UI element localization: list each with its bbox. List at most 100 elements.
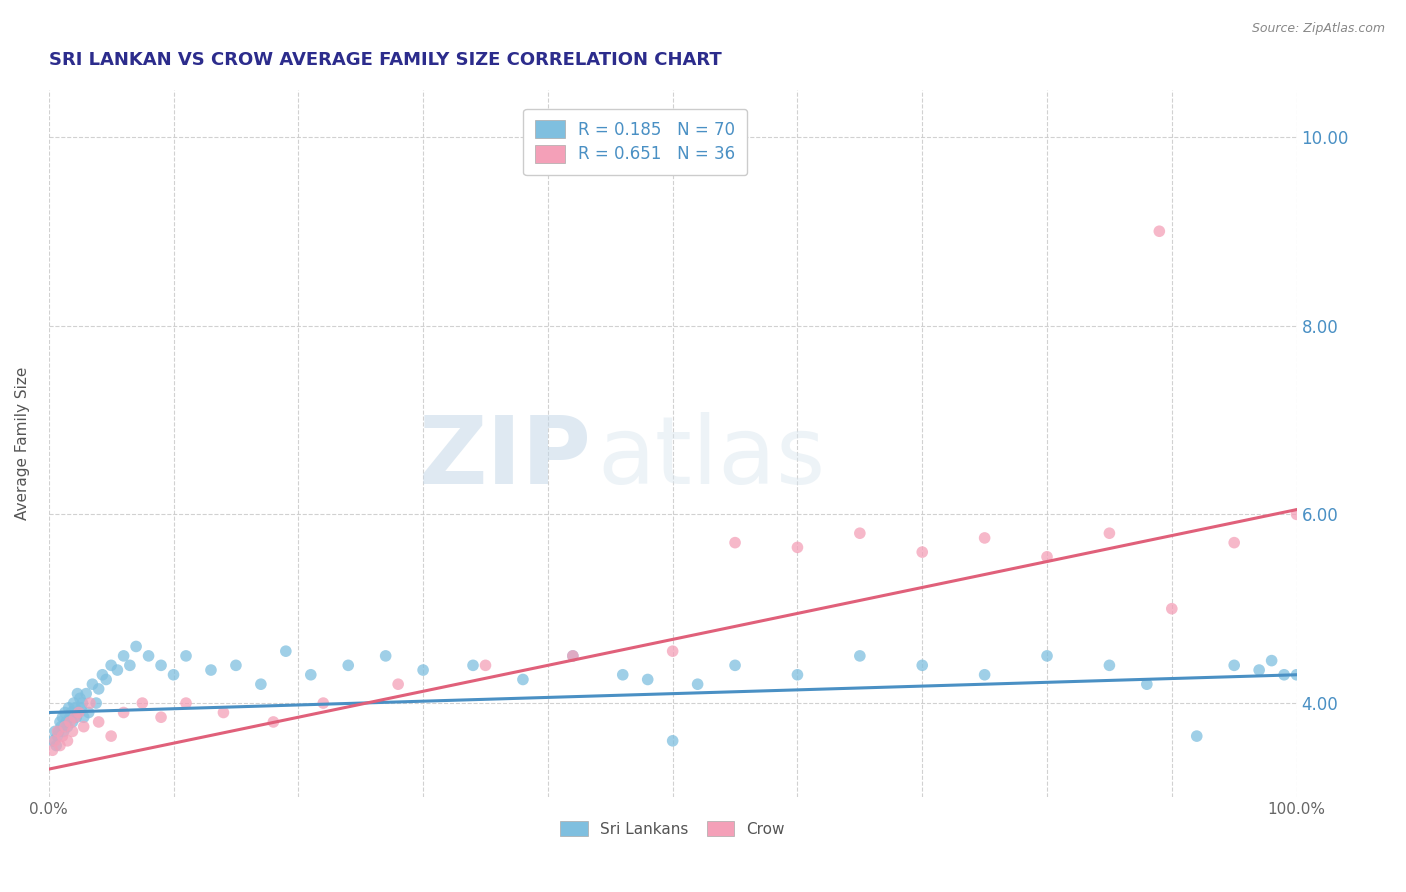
Point [58, 700, 80, 714]
Point [112, 706, 135, 720]
Point [374, 648, 396, 663]
Point [1285, 508, 1308, 522]
Point [1185, 729, 1208, 743]
Point [911, 545, 934, 559]
Point [82, 677, 104, 691]
Point [724, 658, 747, 673]
Point [60, 706, 83, 720]
Point [84, 696, 107, 710]
Point [131, 696, 153, 710]
Point [51, 710, 73, 724]
Point [48, 724, 70, 739]
Point [1249, 663, 1271, 677]
Point [45, 739, 67, 753]
Point [44, 734, 66, 748]
Point [67, 706, 90, 720]
Point [59, 714, 82, 729]
Point [94, 673, 117, 687]
Point [67, 706, 90, 720]
Point [911, 658, 934, 673]
Point [73, 710, 96, 724]
Point [973, 667, 995, 681]
Text: Source: ZipAtlas.com: Source: ZipAtlas.com [1251, 22, 1385, 36]
Point [150, 658, 173, 673]
Legend: Sri Lankans, Crow: Sri Lankans, Crow [554, 815, 792, 843]
Point [200, 663, 222, 677]
Point [87, 681, 110, 696]
Text: SRI LANKAN VS CROW AVERAGE FAMILY SIZE CORRELATION CHART: SRI LANKAN VS CROW AVERAGE FAMILY SIZE C… [49, 51, 721, 69]
Point [56, 734, 79, 748]
Point [55, 714, 77, 729]
Point [44, 724, 66, 739]
Point [100, 658, 122, 673]
Point [661, 734, 683, 748]
Point [637, 673, 659, 687]
Point [174, 696, 197, 710]
Point [51, 720, 73, 734]
Point [77, 706, 100, 720]
Point [1223, 535, 1246, 549]
Point [1223, 658, 1246, 673]
Point [105, 663, 128, 677]
Text: atlas: atlas [598, 412, 827, 504]
Point [62, 714, 84, 729]
Point [561, 648, 583, 663]
Point [63, 700, 86, 714]
Point [41, 743, 63, 757]
Point [387, 677, 409, 691]
Point [112, 648, 135, 663]
Point [70, 700, 93, 714]
Point [225, 658, 247, 673]
Point [212, 706, 235, 720]
Point [973, 531, 995, 545]
Point [125, 640, 148, 654]
Point [1285, 667, 1308, 681]
Point [63, 710, 86, 724]
Point [1160, 601, 1182, 615]
Point [786, 541, 808, 555]
Point [66, 687, 89, 701]
Point [1149, 224, 1171, 238]
Point [62, 696, 84, 710]
Point [1098, 658, 1121, 673]
Point [337, 658, 360, 673]
Point [100, 729, 122, 743]
Point [1098, 526, 1121, 541]
Point [474, 658, 496, 673]
Point [65, 710, 87, 724]
Point [87, 714, 110, 729]
Point [174, 648, 197, 663]
Point [1272, 667, 1295, 681]
Point [51, 729, 73, 743]
Point [46, 729, 69, 743]
Point [118, 658, 141, 673]
Point [262, 714, 284, 729]
Point [274, 644, 297, 658]
Point [312, 696, 335, 710]
Point [138, 648, 160, 663]
Point [46, 724, 69, 739]
Point [512, 673, 534, 687]
Point [786, 667, 808, 681]
Point [661, 644, 683, 658]
Point [79, 696, 101, 710]
Point [849, 526, 872, 541]
Point [150, 710, 173, 724]
Point [461, 658, 484, 673]
Point [299, 667, 322, 681]
Point [162, 667, 184, 681]
Point [41, 734, 63, 748]
Point [56, 720, 79, 734]
Point [1260, 654, 1282, 668]
Point [412, 663, 434, 677]
Point [250, 677, 273, 691]
Point [75, 687, 97, 701]
Point [73, 720, 96, 734]
Point [91, 667, 114, 681]
Point [1036, 648, 1059, 663]
Point [53, 706, 76, 720]
Point [724, 535, 747, 549]
Point [561, 648, 583, 663]
Point [49, 739, 72, 753]
Y-axis label: Average Family Size: Average Family Size [15, 367, 30, 520]
